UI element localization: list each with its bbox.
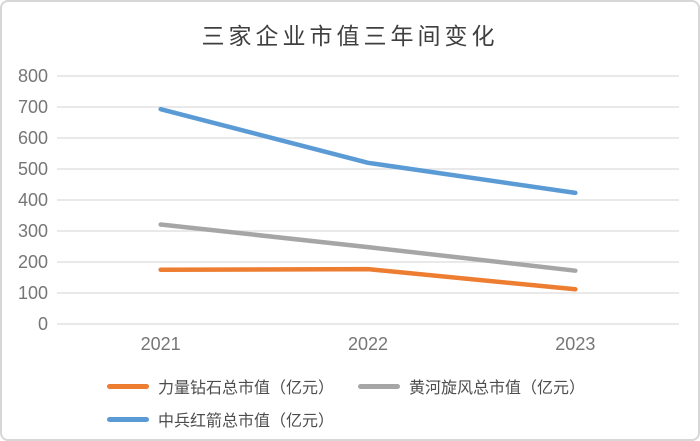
y-axis-tick-label: 400 xyxy=(18,190,48,210)
legend-item: 黄河旋风总市值（亿元） xyxy=(358,374,585,398)
chart-title: 三家企业市值三年间变化 xyxy=(201,23,499,49)
legend-label: 黄河旋风总市值（亿元） xyxy=(409,380,586,397)
y-axis-tick-label: 100 xyxy=(18,283,48,303)
legend-swatch xyxy=(107,383,149,389)
y-axis-tick-label: 700 xyxy=(18,97,48,117)
y-axis-tick-label: 300 xyxy=(18,221,48,241)
legend-item: 力量钻石总市值（亿元） xyxy=(107,374,334,398)
x-axis-tick-label: 2021 xyxy=(141,334,181,354)
chart-legend: 力量钻石总市值（亿元） 黄河旋风总市值（亿元） 中兵红箭总市值（亿元） xyxy=(107,374,593,431)
line-chart: 0 100 200 300 400 500 600 700 800 2021 2022 2023 xyxy=(18,66,679,354)
legend-swatch xyxy=(107,416,149,422)
legend-label: 力量钻石总市值（亿元） xyxy=(158,380,335,397)
y-axis-tick-label: 0 xyxy=(38,314,48,334)
y-axis-tick-label: 600 xyxy=(18,128,48,148)
y-axis-tick-label: 500 xyxy=(18,159,48,179)
legend-swatch xyxy=(358,383,401,389)
series-line xyxy=(158,106,578,196)
series-line xyxy=(158,266,578,292)
x-axis-tick-label: 2022 xyxy=(348,334,388,354)
y-axis-tick-label: 200 xyxy=(18,252,48,272)
y-axis-tick-label: 800 xyxy=(18,66,48,86)
legend-item: 中兵红箭总市值（亿元） xyxy=(107,407,334,431)
series-line xyxy=(158,222,578,273)
legend-label: 中兵红箭总市值（亿元） xyxy=(158,413,335,430)
x-axis-tick-label: 2023 xyxy=(555,334,595,354)
